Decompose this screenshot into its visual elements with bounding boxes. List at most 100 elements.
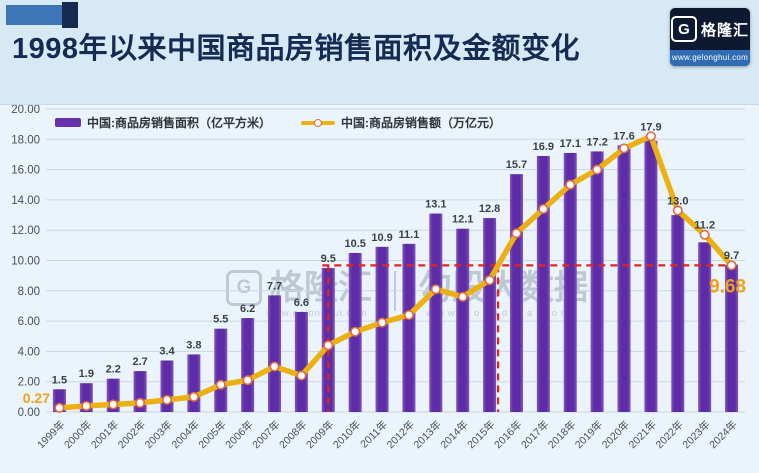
header-decoration-blue: [6, 5, 62, 25]
header: 1998年以来中国商品房销售面积及金额变化 G 格隆汇 www.gelonghu…: [0, 0, 759, 104]
x-tick-label: 2006年: [223, 418, 256, 451]
x-tick-label: 2009年: [303, 418, 336, 451]
bar-2023年: [698, 242, 712, 412]
bar-2019年: [590, 151, 604, 413]
bar-2024年: [725, 265, 739, 412]
legend-item-area: 中国:商品房销售面积（亿平方米）: [55, 114, 271, 131]
sales-amount-line: [56, 133, 735, 411]
line-marker-2018年: [565, 179, 576, 190]
y-tick-label: 8.00: [18, 286, 40, 298]
x-tick-label: 2007年: [250, 418, 283, 451]
logo-monogram-icon: G: [670, 16, 697, 42]
line-marker-2014年: [457, 291, 468, 302]
brand-logo: G 格隆汇 www.gelonghui.com: [670, 8, 750, 66]
line-marker-2007年: [269, 361, 280, 372]
line-marker-2022年: [672, 205, 683, 216]
x-tick-label: 2001年: [88, 418, 121, 451]
line-marker-2012年: [403, 310, 414, 321]
bar-value-label: 3.4: [159, 345, 175, 357]
line-marker-2004年: [188, 391, 199, 402]
y-tick-label: 6.00: [18, 316, 40, 328]
y-tick-label: 12.00: [11, 225, 40, 237]
bar-value-label: 6.6: [294, 297, 309, 309]
x-tick-label: 2016年: [491, 418, 524, 451]
bar-value-label: 9.7: [724, 250, 739, 262]
bar-2018年: [563, 152, 577, 412]
x-tick-label: 2002年: [115, 418, 148, 451]
line-marker-2016年: [511, 228, 522, 239]
x-tick-label: 2015年: [465, 418, 498, 451]
bar-value-label: 17.9: [640, 121, 661, 133]
bar-2011年: [375, 246, 389, 412]
legend-amount-label: 中国:商品房销售额（万亿元）: [341, 116, 501, 130]
bar-value-label: 12.8: [479, 203, 500, 215]
legend-line-swatch: [301, 118, 335, 127]
bar-value-label: 1.5: [52, 374, 67, 386]
line-marker-2000年: [81, 400, 92, 411]
bar-2020年: [617, 145, 631, 413]
x-tick-label: 2010年: [330, 418, 363, 451]
bar-2005年: [214, 328, 228, 412]
line-marker-2010年: [350, 326, 361, 337]
bar-value-label: 7.7: [267, 280, 282, 292]
x-tick-label: 2005年: [196, 418, 229, 451]
bar-value-label: 16.9: [533, 141, 554, 153]
bar-value-label: 9.5: [321, 253, 336, 265]
bar-2004年: [187, 354, 201, 412]
bar-value-label: 2.2: [106, 364, 121, 376]
watermark-brand2-text: 勾股大数据: [418, 269, 588, 307]
x-tick-label: 2012年: [384, 418, 417, 451]
bar-2008年: [294, 312, 308, 412]
x-tick-label: 2020年: [599, 418, 632, 451]
bar-value-label: 1.9: [79, 368, 94, 380]
bar-2007年: [268, 295, 282, 412]
x-tick-label: 2023年: [680, 418, 713, 451]
line-marker-2009年: [323, 340, 334, 351]
bar-value-label: 17.6: [613, 130, 634, 142]
bar-value-label: 2.7: [132, 356, 147, 368]
line-marker-2020年: [619, 143, 630, 154]
x-tick-label: 2011年: [358, 418, 391, 451]
line-end-value-label: 9.68: [709, 276, 746, 297]
bar-2017年: [536, 155, 550, 412]
line-marker-1999年: [54, 402, 65, 413]
bar-value-label: 17.1: [560, 138, 581, 150]
line-marker-2021年: [645, 131, 656, 142]
line-marker-2017年: [538, 203, 549, 214]
bar-2013年: [429, 213, 443, 412]
watermark-monogram-icon: G: [226, 270, 262, 306]
bar-2021年: [644, 140, 658, 412]
y-tick-label: 16.00: [11, 165, 40, 177]
bar-value-label: 12.1: [452, 214, 473, 226]
watermark-brand1-block: G 格隆汇 www.gelonghui.com: [226, 269, 372, 319]
logo-url: www.gelonghui.com: [670, 50, 750, 66]
bar-value-label: 11.1: [399, 229, 420, 241]
y-tick-label: 4.00: [18, 346, 40, 358]
chart-panel: G 格隆汇 www.gelonghui.com 勾股大数据 www.goguda…: [0, 104, 759, 473]
bar-value-label: 10.5: [344, 238, 365, 250]
bar-2012年: [402, 243, 416, 412]
legend-line-marker-icon: [314, 118, 322, 127]
x-tick-label: 2018年: [545, 418, 578, 451]
bar-2015年: [483, 218, 497, 412]
line-marker-2013年: [430, 284, 441, 295]
y-tick-label: 18.00: [11, 134, 40, 146]
legend-bar-swatch: [55, 118, 81, 127]
x-tick-label: 2017年: [518, 418, 551, 451]
bar-value-label: 17.2: [586, 136, 607, 148]
line-marker-2002年: [135, 397, 146, 408]
x-tick-label: 2024年: [707, 418, 740, 451]
line-marker-2001年: [108, 399, 119, 410]
x-tick-label: 1999年: [34, 418, 67, 451]
y-tick-label: 0.00: [18, 407, 40, 419]
x-tick-label: 2014年: [438, 418, 471, 451]
logo-brand-text: 格隆汇: [700, 21, 749, 39]
brand-logo-row: G 格隆汇: [670, 8, 750, 50]
line-marker-2008年: [296, 370, 307, 381]
bar-value-label: 6.2: [240, 303, 255, 315]
bar-value-label: 10.9: [371, 232, 392, 244]
line-marker-2006年: [242, 375, 253, 386]
bar-value-label: 13.1: [425, 199, 446, 211]
bar-2016年: [509, 174, 523, 412]
x-tick-label: 2004年: [169, 418, 202, 451]
